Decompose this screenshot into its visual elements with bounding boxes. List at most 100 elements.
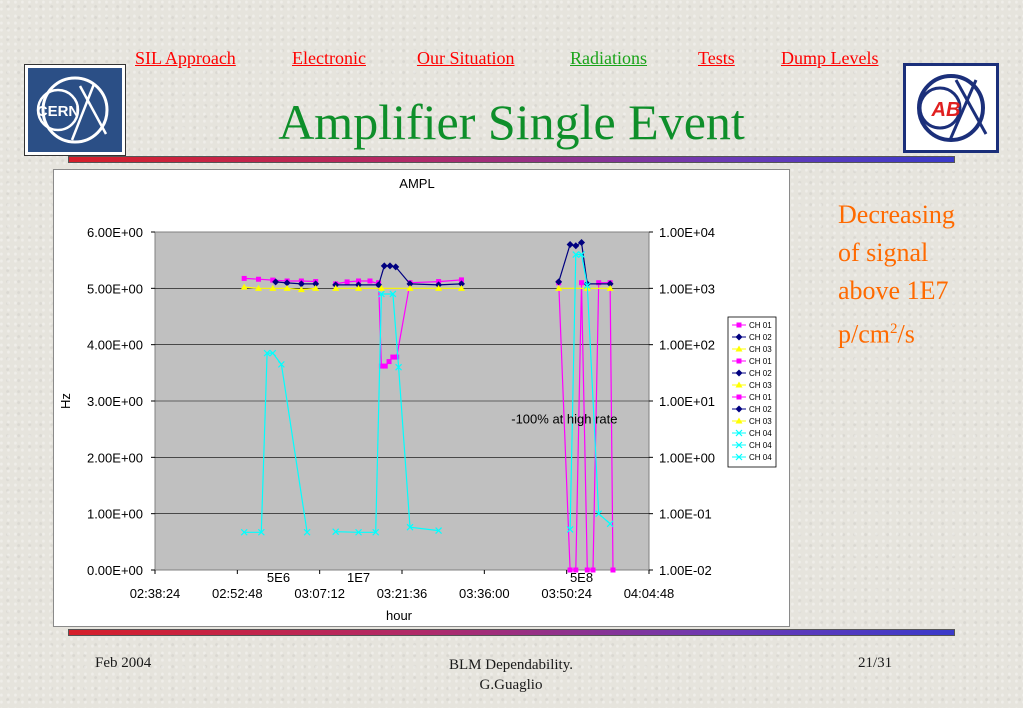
- data-point: [573, 567, 579, 573]
- nav-bar: SIL Approach Electronic Our Situation Radia…: [0, 48, 1023, 74]
- data-point: [435, 284, 443, 291]
- cern-logo: CERN: [24, 64, 126, 156]
- data-point-stroke: [735, 441, 743, 449]
- data-point: [283, 279, 291, 287]
- y2-tick-label: 1.00E+03: [659, 281, 715, 296]
- data-point: [736, 394, 742, 400]
- y-axis-label: Hz: [58, 393, 73, 409]
- nav-link-sil-approach[interactable]: SIL Approach: [135, 48, 236, 68]
- data-point-stroke: [735, 429, 743, 437]
- ampl-chart: 0.00E+00 1.00E-02 1.00E+00 1.00E-01 2.00E+00…: [58, 176, 777, 623]
- data-point-stroke: [572, 251, 580, 258]
- data-point: [578, 239, 586, 247]
- y-tick-label: 6.00E+00: [87, 225, 143, 240]
- legend-entry: CH 04: [749, 429, 772, 438]
- y-tick-label: 2.00E+00: [87, 450, 143, 465]
- data-point: [378, 363, 384, 369]
- data-point: [297, 280, 305, 288]
- data-point: [606, 284, 614, 291]
- legend-entry: CH 02: [749, 369, 772, 378]
- data-point-stroke: [372, 528, 380, 536]
- legend-entry: CH 03: [749, 381, 772, 390]
- data-point-stroke: [303, 528, 311, 536]
- chart-panel: 0.00E+00 1.00E-02 1.00E+00 1.00E-01 2.00E+00…: [53, 169, 790, 627]
- data-point: [241, 275, 247, 281]
- data-point: [367, 278, 373, 284]
- nav-link-electronic[interactable]: Electronic: [292, 48, 366, 68]
- legend-entry: CH 04: [749, 441, 772, 450]
- annotation: -100% at high rate: [511, 412, 617, 427]
- ab-logo-text: AB: [931, 99, 961, 121]
- data-point: [355, 284, 363, 291]
- series-line: [275, 281, 316, 285]
- side-note-line3: above 1E7: [838, 276, 949, 305]
- footer-center: BLM Dependability. G.Guaglio: [400, 655, 622, 695]
- data-point-stroke: [606, 520, 614, 528]
- data-point: [566, 240, 574, 248]
- data-point-stroke: [377, 290, 385, 298]
- data-point: [572, 242, 580, 250]
- series-line: [244, 286, 316, 291]
- data-point: [254, 284, 262, 291]
- data-point: [735, 417, 743, 424]
- legend-entry: CH 04: [749, 453, 772, 462]
- data-point-stroke: [240, 528, 248, 536]
- y2-tick-label: 1.00E-01: [659, 507, 712, 522]
- x-tick-label: 02:52:48: [212, 586, 263, 601]
- nav-link-tests[interactable]: Tests: [698, 48, 735, 68]
- y-tick-label: 0.00E+00: [87, 563, 143, 578]
- data-point-stroke: [263, 349, 271, 357]
- cern-logo-graphic: CERN: [37, 76, 109, 144]
- footer-page-number: 21/31: [858, 655, 893, 671]
- data-point: [377, 284, 385, 291]
- side-note: Decreasing of signal above 1E7 p/cm2/s: [838, 196, 1018, 354]
- data-point: [736, 358, 742, 364]
- y-tick-label: 5.00E+00: [87, 281, 143, 296]
- data-point: [606, 280, 614, 288]
- side-note-exponent: 2: [890, 321, 898, 337]
- annotation: 5E8: [570, 570, 593, 585]
- legend-entry: CH 02: [749, 405, 772, 414]
- cern-logo-text: CERN: [37, 103, 80, 120]
- series-line: [558, 241, 611, 285]
- side-note-unit: p/cm: [838, 319, 890, 349]
- divider-bottom: [68, 629, 955, 636]
- data-point: [382, 363, 388, 369]
- data-point-stroke: [257, 528, 265, 536]
- nav-link-radiations[interactable]: Radiations: [570, 48, 647, 68]
- y-tick-label: 4.00E+00: [87, 338, 143, 353]
- data-point-stroke: [566, 526, 574, 533]
- data-point: [610, 567, 616, 573]
- data-point: [312, 280, 320, 288]
- data-point: [555, 278, 563, 286]
- nav-link-our-situation[interactable]: Our Situation: [417, 48, 515, 68]
- y-tick-label: 1.00E+00: [87, 507, 143, 522]
- data-point: [458, 277, 464, 283]
- side-note-line1: Decreasing: [838, 200, 955, 229]
- data-point: [390, 354, 396, 360]
- y2-tick-label: 1.00E+02: [659, 338, 715, 353]
- data-point: [386, 262, 394, 270]
- data-point: [555, 284, 563, 291]
- annotation: 5E6: [267, 570, 290, 585]
- data-point: [457, 280, 465, 288]
- annotation: 1E7: [347, 570, 370, 585]
- legend-entry: CH 02: [749, 333, 772, 342]
- x-tick-label: 03:07:12: [294, 586, 345, 601]
- x-tick-label: 02:38:24: [130, 586, 181, 601]
- footer-center-line2: G.Guaglio: [479, 677, 543, 693]
- divider-top: [68, 156, 955, 163]
- data-point-stroke: [595, 510, 603, 518]
- chart-title: AMPL: [399, 176, 434, 191]
- page-title: Amplifier Single Event: [278, 94, 745, 150]
- data-point: [735, 381, 743, 388]
- data-point-stroke: [395, 363, 402, 371]
- y2-tick-label: 1.00E+00: [659, 450, 715, 465]
- footer-date: Feb 2004: [95, 655, 152, 671]
- ab-logo: AB: [903, 63, 999, 153]
- data-point: [736, 322, 742, 328]
- data-point-stroke: [389, 290, 397, 298]
- nav-link-dump-levels[interactable]: Dump Levels: [781, 48, 879, 68]
- data-point: [567, 567, 573, 573]
- x-tick-label: 03:50:24: [541, 586, 592, 601]
